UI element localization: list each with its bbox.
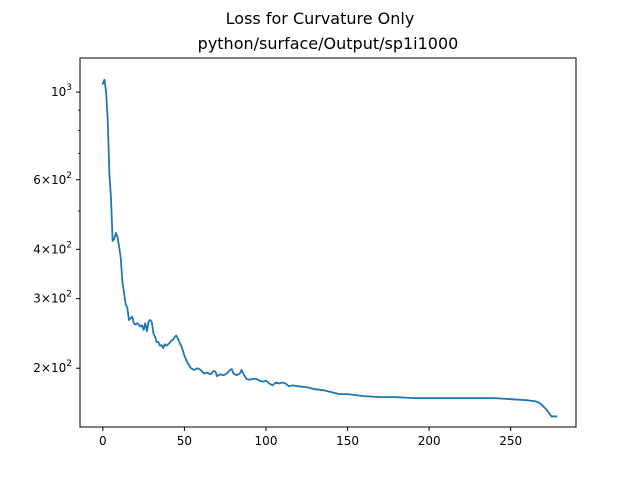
- series-layer: [101, 78, 558, 418]
- y-tick-label: 6×102: [33, 171, 72, 187]
- x-tick-label: 0: [99, 434, 107, 448]
- y-axis: 103 6×102 4×102 3×102 2×102: [33, 83, 80, 375]
- y-tick-label: 3×102: [33, 290, 72, 306]
- x-tick-label: 150: [336, 434, 359, 448]
- plot-frame: [79, 57, 577, 428]
- y-tick-label: 103: [51, 83, 72, 99]
- chart-title: Loss for Curvature Only: [226, 9, 415, 28]
- x-tick-label: 200: [418, 434, 441, 448]
- chart-subtitle: python/surface/Output/sp1i1000: [198, 34, 459, 53]
- x-tick-label: 50: [177, 434, 192, 448]
- y-tick-label: 4×102: [33, 240, 72, 256]
- series-line-0: [101, 78, 558, 418]
- x-axis: 0 50 100 150 200 250: [99, 427, 522, 448]
- x-tick-label: 250: [499, 434, 522, 448]
- y-tick-label: 2×102: [33, 359, 72, 375]
- x-tick-label: 100: [255, 434, 278, 448]
